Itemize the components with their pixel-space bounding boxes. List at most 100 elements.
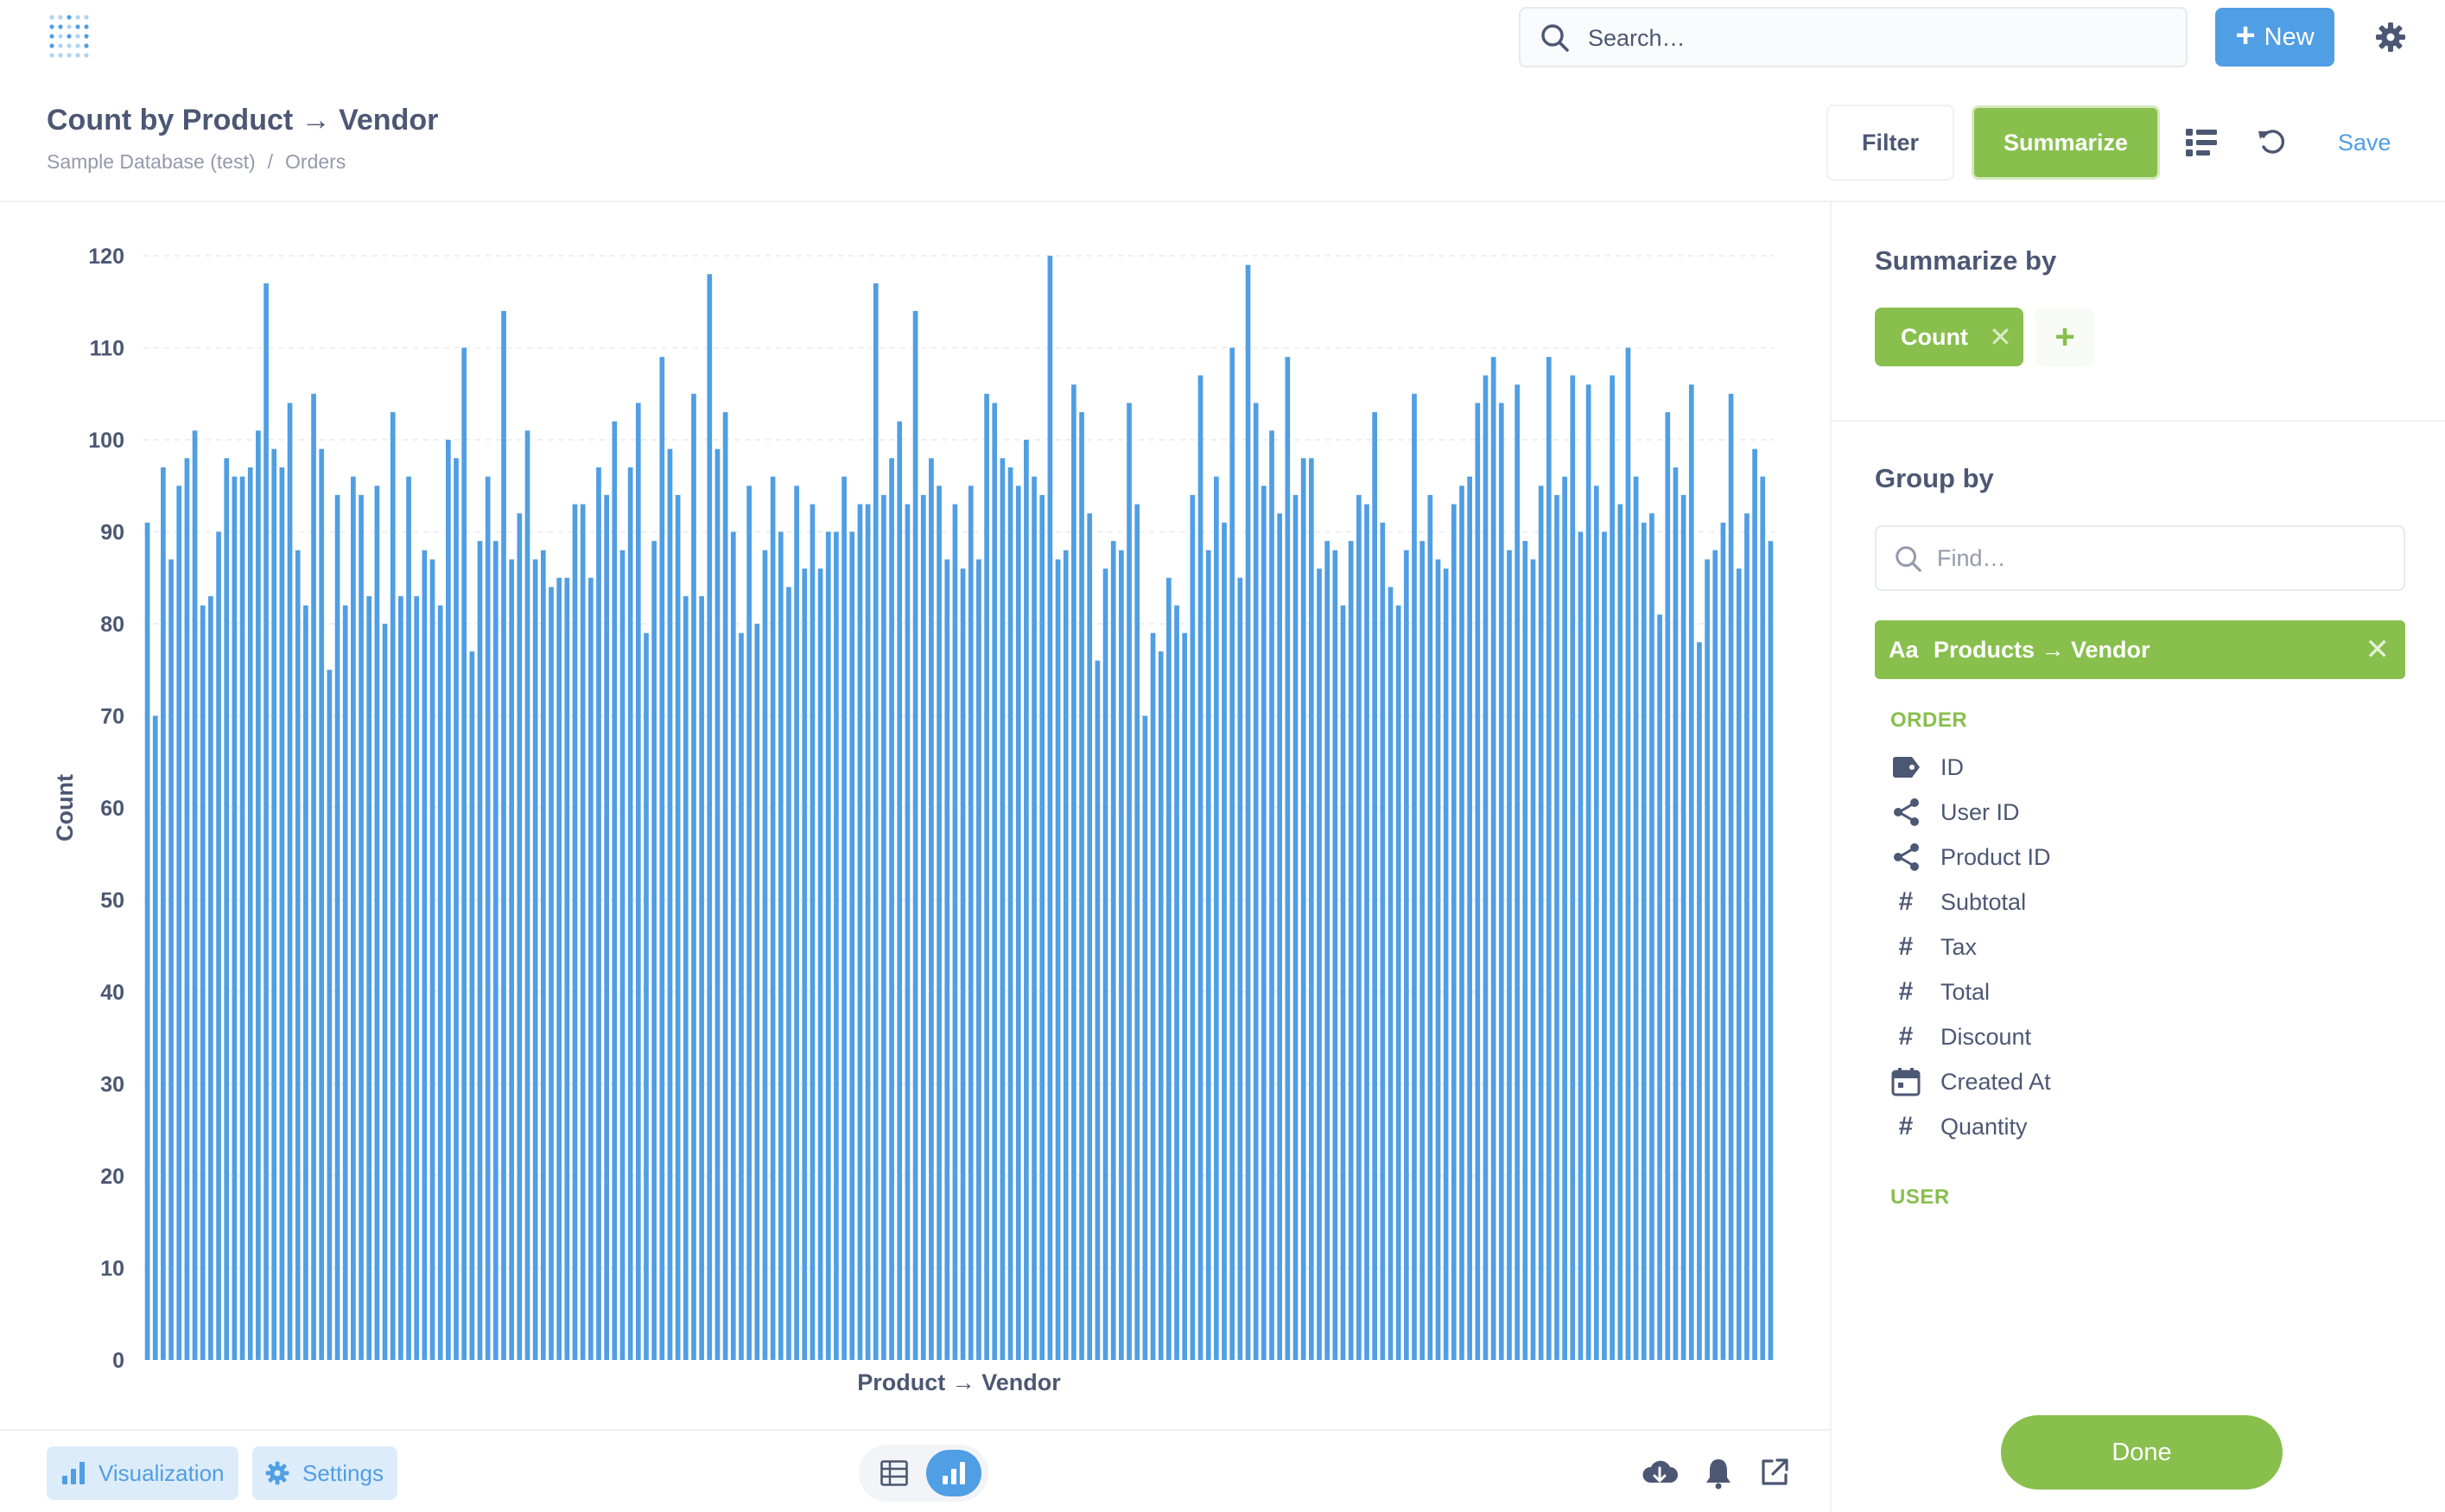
- chart-bar[interactable]: [1562, 476, 1567, 1360]
- chart-bar[interactable]: [596, 467, 601, 1361]
- chart-bar[interactable]: [889, 458, 894, 1360]
- chart-bar[interactable]: [271, 448, 277, 1360]
- chart-bar[interactable]: [351, 476, 356, 1360]
- chart-bar[interactable]: [1554, 494, 1559, 1360]
- chart-bar[interactable]: [454, 458, 459, 1360]
- chart-bar[interactable]: [1190, 494, 1196, 1360]
- chart-bar[interactable]: [1697, 642, 1702, 1360]
- chart-bar[interactable]: [968, 486, 974, 1360]
- chart-bar[interactable]: [311, 393, 316, 1360]
- chart-bar[interactable]: [208, 596, 213, 1360]
- chart-bar[interactable]: [1024, 440, 1029, 1360]
- chart-bar[interactable]: [239, 476, 245, 1360]
- chart-bar[interactable]: [1047, 256, 1053, 1360]
- chart-bar[interactable]: [152, 715, 158, 1361]
- chart-bar[interactable]: [635, 403, 641, 1360]
- chart-bar[interactable]: [1380, 522, 1386, 1360]
- chart-bar[interactable]: [509, 559, 515, 1360]
- chart-bar[interactable]: [1300, 458, 1306, 1360]
- chart-bar[interactable]: [469, 651, 475, 1360]
- chart-bar[interactable]: [422, 550, 428, 1360]
- chart-bar[interactable]: [929, 458, 934, 1360]
- done-button[interactable]: Done: [2001, 1415, 2283, 1490]
- chart-bar[interactable]: [1127, 403, 1132, 1360]
- chart-bar[interactable]: [1102, 569, 1108, 1360]
- chart-bar[interactable]: [1657, 614, 1662, 1360]
- chart-bar[interactable]: [1269, 430, 1274, 1361]
- chart-bar[interactable]: [912, 310, 918, 1360]
- chart-bar[interactable]: [865, 504, 871, 1360]
- chart-bar[interactable]: [739, 632, 744, 1360]
- chart-bar[interactable]: [1388, 587, 1394, 1360]
- chart-bar[interactable]: [1585, 384, 1591, 1361]
- dimension-discount[interactable]: # Discount: [1890, 1015, 2374, 1058]
- share-icon[interactable]: [1759, 1457, 1790, 1488]
- metric-pill-count[interactable]: Count ✕: [1875, 308, 2023, 366]
- chart-bar[interactable]: [1182, 632, 1188, 1360]
- chart-bar[interactable]: [1222, 522, 1227, 1360]
- chart-bar[interactable]: [540, 550, 546, 1360]
- chart-bar[interactable]: [905, 504, 911, 1360]
- chart-bar[interactable]: [192, 430, 198, 1361]
- chart-bar[interactable]: [1277, 513, 1283, 1360]
- chart-bar[interactable]: [825, 531, 831, 1361]
- bar-chart[interactable]: 0 10 20 30 40 50 60 70 80 90 100 110 120 Product → Ve…: [0, 202, 1830, 1429]
- chart-bar[interactable]: [1214, 476, 1219, 1360]
- save-button[interactable]: Save: [2338, 130, 2391, 156]
- find-box[interactable]: [1875, 525, 2405, 591]
- chart-bar[interactable]: [1649, 513, 1654, 1360]
- settings-button[interactable]: Settings: [252, 1446, 397, 1500]
- chart-bar[interactable]: [477, 541, 483, 1360]
- chart-bar[interactable]: [1253, 403, 1259, 1360]
- chart-bar[interactable]: [1498, 403, 1504, 1360]
- chart-bar[interactable]: [920, 494, 926, 1360]
- chart-bar[interactable]: [1119, 550, 1124, 1360]
- chart-bar[interactable]: [390, 412, 396, 1360]
- chart-bar[interactable]: [1071, 384, 1076, 1361]
- chart-bar[interactable]: [1197, 375, 1203, 1361]
- table-view-toggle[interactable]: [871, 1450, 918, 1496]
- chart-bar[interactable]: [841, 476, 847, 1360]
- breadcrumb-database[interactable]: Sample Database (test): [47, 150, 256, 173]
- chart-bar[interactable]: [168, 559, 174, 1360]
- chart-bar[interactable]: [714, 448, 721, 1360]
- chart-bar[interactable]: [1087, 513, 1093, 1360]
- chart-bar[interactable]: [1610, 375, 1615, 1361]
- chart-bar[interactable]: [532, 559, 538, 1360]
- chart-bar[interactable]: [1633, 476, 1639, 1360]
- search-input[interactable]: [1588, 19, 2158, 57]
- chart-bar[interactable]: [1483, 375, 1489, 1361]
- chart-bar[interactable]: [675, 494, 681, 1360]
- chart-bar[interactable]: [1134, 504, 1140, 1360]
- chart-bar[interactable]: [1317, 569, 1322, 1360]
- chart-bar[interactable]: [1720, 522, 1726, 1360]
- dimension-product-id[interactable]: Product ID: [1890, 835, 2374, 879]
- chart-bar[interactable]: [437, 605, 443, 1360]
- chart-bar[interactable]: [644, 632, 649, 1360]
- chart-bar[interactable]: [1515, 384, 1520, 1361]
- chart-bar[interactable]: [794, 486, 799, 1360]
- chart-bar[interactable]: [604, 494, 609, 1360]
- chart-bar[interactable]: [501, 310, 506, 1360]
- chart-bar[interactable]: [873, 283, 879, 1361]
- chart-bar[interactable]: [1459, 486, 1464, 1360]
- chart-bar[interactable]: [1427, 494, 1433, 1360]
- chart-view-toggle[interactable]: [926, 1450, 981, 1496]
- chart-bar[interactable]: [1079, 412, 1084, 1360]
- chart-bar[interactable]: [485, 476, 491, 1360]
- refresh-icon[interactable]: [2257, 126, 2288, 157]
- chart-bar[interactable]: [960, 569, 966, 1360]
- chart-bar[interactable]: [817, 569, 823, 1360]
- chart-bar[interactable]: [1593, 486, 1599, 1360]
- chart-bar[interactable]: [976, 559, 981, 1360]
- chart-bar[interactable]: [612, 421, 618, 1361]
- chart-bar[interactable]: [944, 559, 950, 1360]
- chart-bar[interactable]: [1467, 476, 1472, 1360]
- chart-bar[interactable]: [1110, 541, 1116, 1360]
- chart-bar[interactable]: [1348, 541, 1354, 1360]
- chart-bar[interactable]: [446, 440, 451, 1360]
- chart-bar[interactable]: [667, 448, 673, 1360]
- chart-bar[interactable]: [810, 504, 816, 1360]
- dimension-subtotal[interactable]: # Subtotal: [1890, 880, 2374, 924]
- dimension-id[interactable]: ID: [1890, 746, 2374, 789]
